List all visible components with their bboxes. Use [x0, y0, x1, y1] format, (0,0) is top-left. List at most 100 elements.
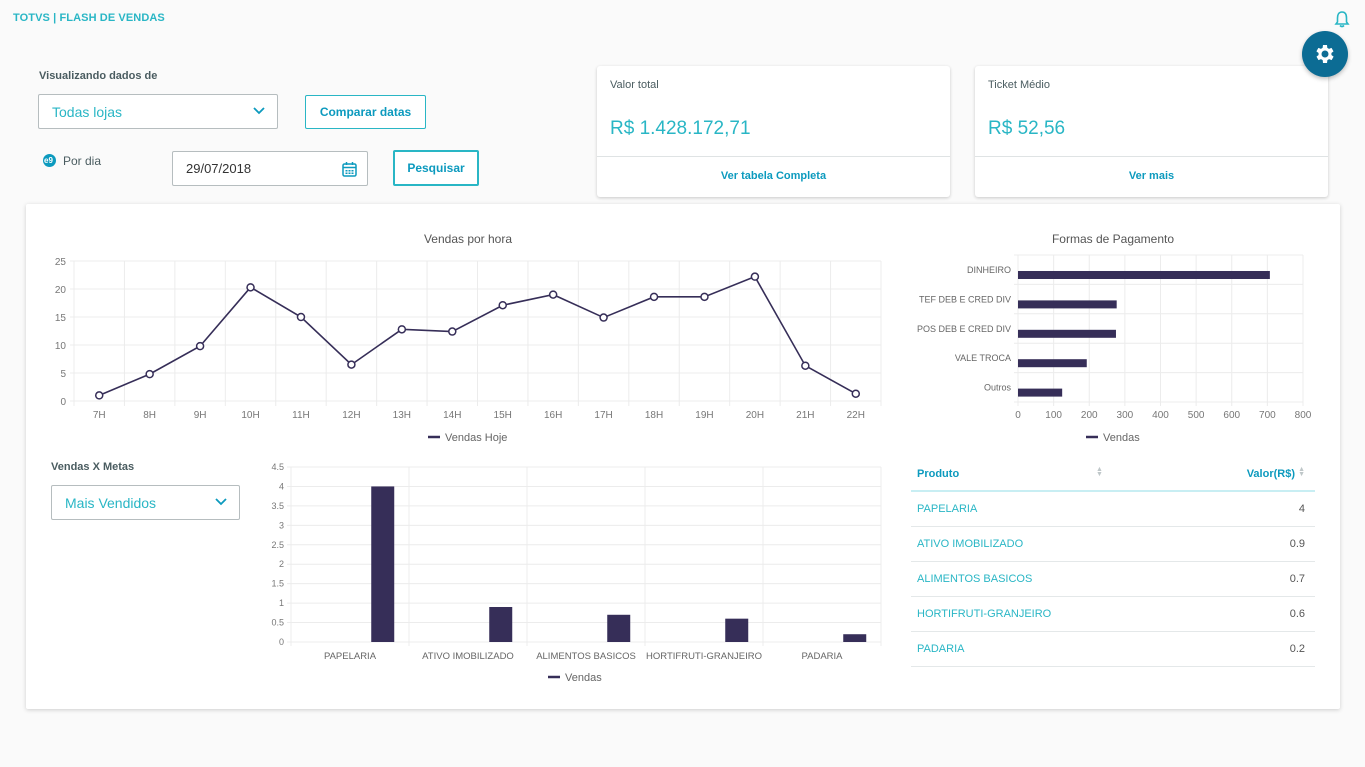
kpi-title: Ticket Médio — [988, 79, 1050, 91]
y-tick-label: 25 — [55, 257, 67, 268]
y-tick-label: 10 — [55, 341, 67, 352]
x-tick-label: 7H — [93, 410, 106, 421]
hourly-sales-chart: Vendas por hora 0 5 10 15 20 25 7H 8H 9H 10H 11H 1… — [55, 232, 882, 444]
y-tick-label: 1.5 — [271, 579, 284, 589]
x-tick-label: 22H — [847, 410, 865, 421]
chevron-down-icon — [215, 497, 227, 505]
x-tick-label: 200 — [1081, 410, 1098, 421]
table-row[interactable]: PAPELARIA 4 — [911, 492, 1315, 527]
bar — [843, 634, 867, 642]
store-select[interactable]: Todas lojas — [38, 94, 278, 129]
x-tick-label: 400 — [1152, 410, 1169, 421]
chevron-down-icon — [253, 106, 265, 114]
table-row[interactable]: ALIMENTOS BASICOS 0.7 — [911, 562, 1315, 597]
kpi-title: Valor total — [610, 79, 659, 91]
x-tick-label: HORTIFRUTI-GRANJEIRO — [646, 651, 762, 662]
y-tick-label: 4.5 — [271, 462, 284, 472]
series-line-vendas-hoje — [98, 275, 857, 397]
product-name[interactable]: PAPELARIA — [917, 503, 978, 515]
category-label: Outros — [984, 383, 1012, 393]
chart-legend: Vendas — [548, 672, 602, 684]
product-name[interactable]: PADARIA — [917, 643, 965, 655]
sort-icon[interactable]: ▲ ▼ — [1096, 466, 1103, 478]
y-tick-label: 4 — [279, 481, 284, 491]
x-tick-label: 8H — [143, 410, 156, 421]
x-tick-label: 12H — [342, 410, 360, 421]
bar — [1018, 388, 1063, 397]
period-label: Por dia — [63, 154, 102, 168]
settings-button[interactable] — [1302, 31, 1348, 77]
legend-label: Vendas Hoje — [445, 432, 507, 444]
y-tick-label: 2 — [279, 559, 284, 569]
table-row[interactable]: PADARIA 0.2 — [911, 632, 1315, 667]
store-filter-label: Visualizando dados de — [39, 70, 158, 82]
data-point — [801, 361, 810, 370]
goals-select[interactable]: Mais Vendidos — [51, 485, 240, 520]
bar — [607, 614, 631, 642]
x-tick-label: 15H — [494, 410, 512, 421]
x-tick-label: 11H — [292, 410, 310, 421]
bell-icon[interactable] — [1334, 10, 1350, 28]
calendar-icon[interactable] — [342, 161, 357, 177]
product-name[interactable]: HORTIFRUTI-GRANJEIRO — [917, 608, 1052, 620]
x-tick-label: 21H — [796, 410, 814, 421]
chart-legend: Vendas Hoje — [428, 432, 507, 444]
data-point — [145, 369, 154, 379]
product-value: 0.9 — [1289, 538, 1305, 550]
x-tick-label: 20H — [746, 410, 764, 421]
date-input-value: 29/07/2018 — [186, 161, 252, 176]
column-header-produto[interactable]: Produto — [917, 468, 960, 480]
y-tick-label: 1 — [279, 598, 284, 608]
product-name[interactable]: ALIMENTOS BASICOS — [917, 573, 1033, 585]
kpi-card-total: Valor total R$ 1.428.172,71 Ver tabela C… — [597, 66, 950, 197]
data-point — [94, 391, 104, 400]
kpi-value: R$ 1.428.172,71 — [610, 118, 751, 139]
gear-icon — [1316, 45, 1334, 63]
y-tick-label: 0.5 — [271, 618, 284, 628]
data-point — [195, 341, 205, 351]
bar — [1018, 359, 1087, 368]
product-value: 0.7 — [1289, 573, 1305, 585]
x-tick-label: 13H — [393, 410, 411, 421]
category-label: POS DEB E CRED DIV — [917, 324, 1011, 334]
data-point — [700, 292, 709, 302]
app-title: TOTVS | FLASH DE VENDAS — [13, 12, 165, 24]
x-tick-label: 16H — [544, 410, 562, 421]
category-label: TEF DEB E CRED DIV — [919, 294, 1011, 304]
table-row[interactable]: HORTIFRUTI-GRANJEIRO 0.6 — [911, 597, 1315, 632]
goals-label: Vendas X Metas — [51, 461, 135, 473]
data-point — [851, 389, 861, 398]
search-button[interactable]: Pesquisar — [393, 150, 479, 186]
table-row[interactable]: ATIVO IMOBILIZADO 0.9 — [911, 527, 1315, 562]
products-sales-chart: 0 0.5 1 1.5 2 2.5 3 3.5 4 4.5 PAPELARIA ATIVO IMOB… — [271, 462, 882, 684]
legend-label: Vendas — [1103, 432, 1140, 444]
category-label: DINHEIRO — [967, 265, 1011, 275]
payment-methods-chart: Formas de Pagamento DINHEIRO TEF DEB E CR… — [917, 232, 1312, 444]
product-value: 4 — [1298, 503, 1305, 515]
y-tick-label: 0 — [279, 637, 284, 647]
compare-dates-button[interactable]: Comparar datas — [305, 95, 426, 129]
data-point — [397, 325, 407, 334]
data-point — [246, 283, 255, 292]
chart-title: Formas de Pagamento — [1052, 232, 1174, 246]
x-tick-label: 100 — [1045, 410, 1062, 421]
goals-select-value: Mais Vendidos — [65, 494, 157, 511]
product-name[interactable]: ATIVO IMOBILIZADO — [917, 538, 1024, 550]
view-full-table-link[interactable]: Ver tabela Completa — [720, 170, 827, 182]
x-tick-label: 700 — [1259, 410, 1276, 421]
y-tick-label: 3.5 — [271, 501, 284, 511]
data-point — [498, 300, 507, 310]
sort-icon[interactable]: ▲ ▼ — [1298, 466, 1305, 478]
y-tick-label: 20 — [55, 285, 67, 296]
x-tick-label: 600 — [1223, 410, 1240, 421]
date-input[interactable]: 29/07/2018 — [172, 151, 368, 186]
x-tick-label: 17H — [594, 410, 612, 421]
divider — [975, 156, 1328, 157]
x-tick-label: 800 — [1295, 410, 1312, 421]
product-value: 0.6 — [1289, 608, 1305, 620]
x-tick-label: ALIMENTOS BASICOS — [536, 651, 636, 662]
view-more-link[interactable]: Ver mais — [1128, 170, 1175, 182]
column-header-valor[interactable]: Valor(R$) — [1246, 468, 1295, 480]
data-point — [750, 272, 760, 281]
bar — [1018, 300, 1117, 309]
